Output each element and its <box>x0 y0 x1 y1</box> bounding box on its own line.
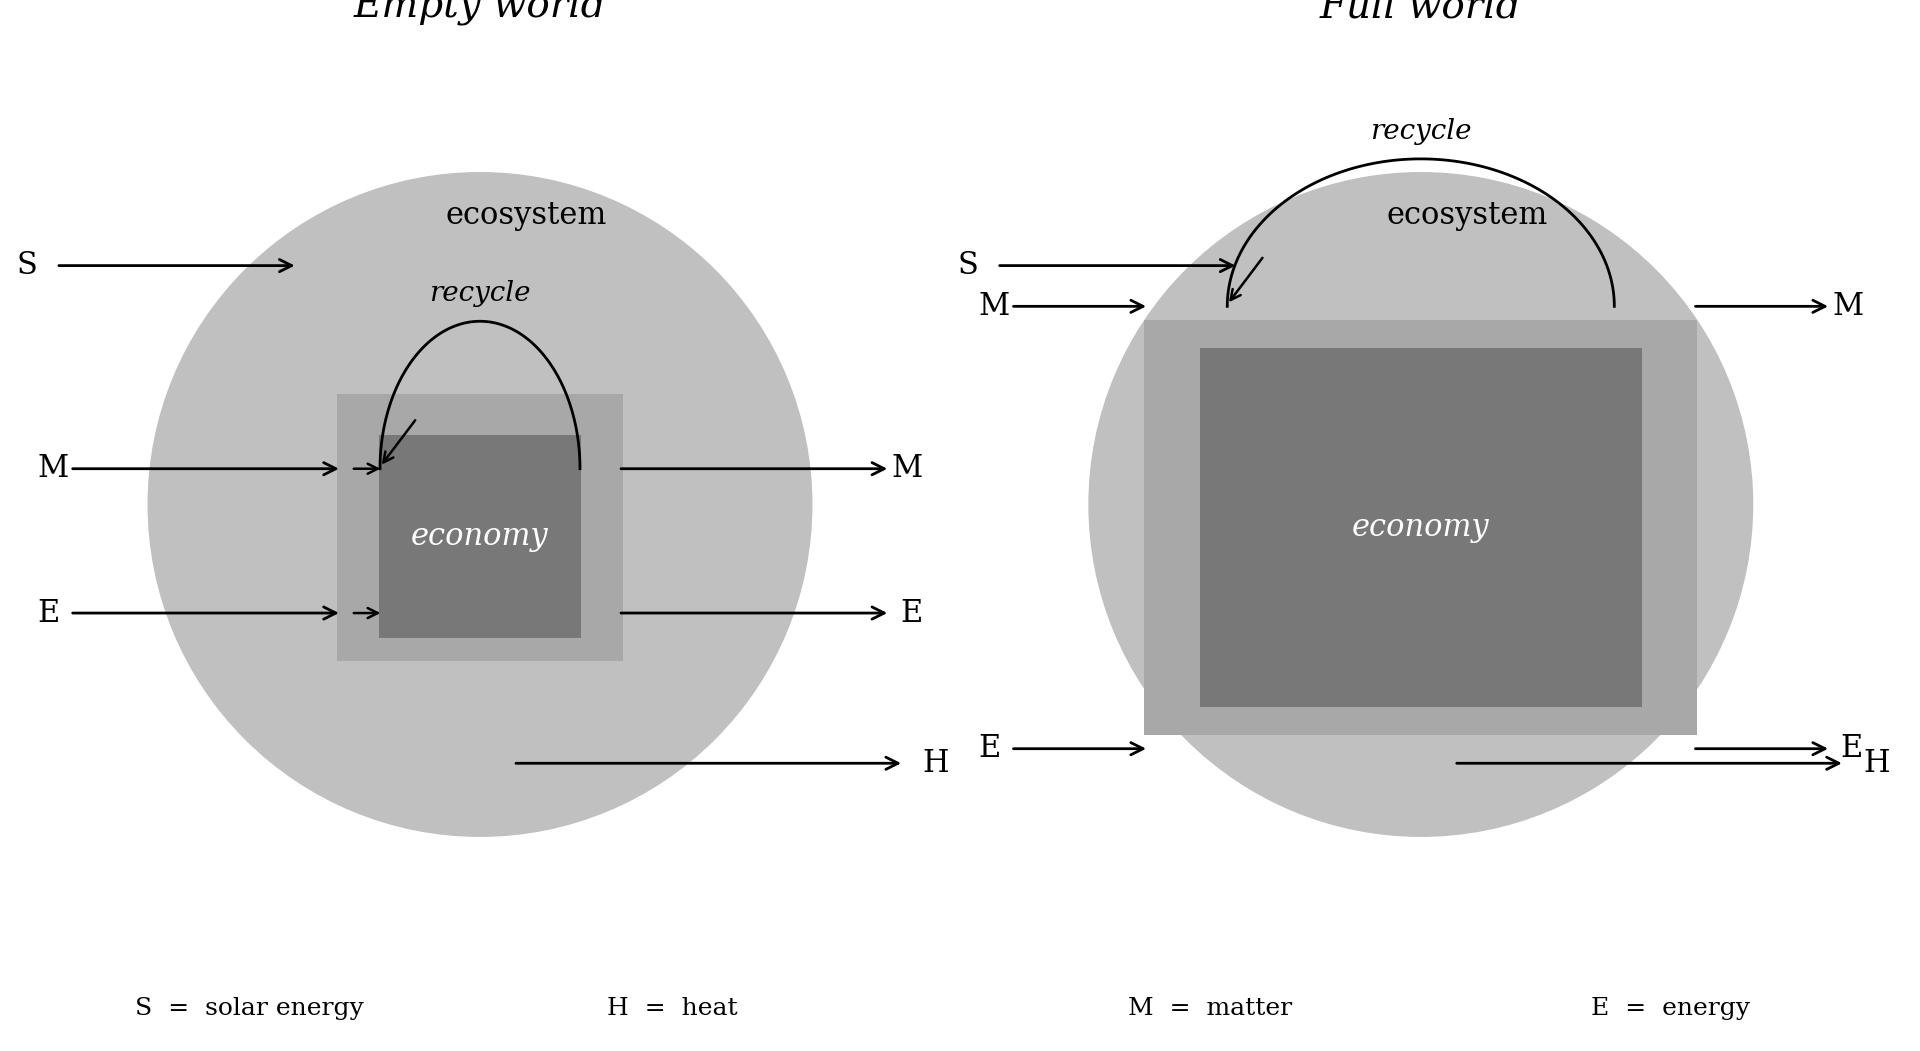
Text: S  =  solar energy: S = solar energy <box>134 997 365 1021</box>
Circle shape <box>1089 172 1753 837</box>
Text: M: M <box>979 291 1010 322</box>
Text: E  =  energy: E = energy <box>1592 997 1749 1021</box>
Text: M: M <box>1832 291 1862 322</box>
Text: economy: economy <box>411 521 549 552</box>
Circle shape <box>148 172 812 837</box>
Text: E: E <box>1841 734 1862 764</box>
Text: H: H <box>922 747 948 779</box>
Text: ecosystem: ecosystem <box>1386 201 1548 231</box>
Text: E: E <box>900 598 922 628</box>
Text: E: E <box>38 598 60 628</box>
Text: S: S <box>958 250 979 281</box>
Bar <box>378 435 582 638</box>
Text: Empty world: Empty world <box>353 0 607 25</box>
Text: M: M <box>38 453 69 485</box>
Text: Full world: Full world <box>1319 0 1523 25</box>
Bar <box>1200 348 1642 707</box>
Text: recycle: recycle <box>430 281 530 308</box>
Text: E: E <box>979 734 1000 764</box>
Text: H: H <box>1862 747 1889 779</box>
Text: M  =  matter: M = matter <box>1127 997 1292 1021</box>
Text: economy: economy <box>1352 512 1490 543</box>
Text: M: M <box>891 453 922 485</box>
Text: S: S <box>17 250 38 281</box>
Text: H  =  heat: H = heat <box>607 997 737 1021</box>
Text: recycle: recycle <box>1371 118 1471 145</box>
Text: ecosystem: ecosystem <box>445 201 607 231</box>
Bar <box>338 394 622 661</box>
Bar <box>1144 321 1697 735</box>
